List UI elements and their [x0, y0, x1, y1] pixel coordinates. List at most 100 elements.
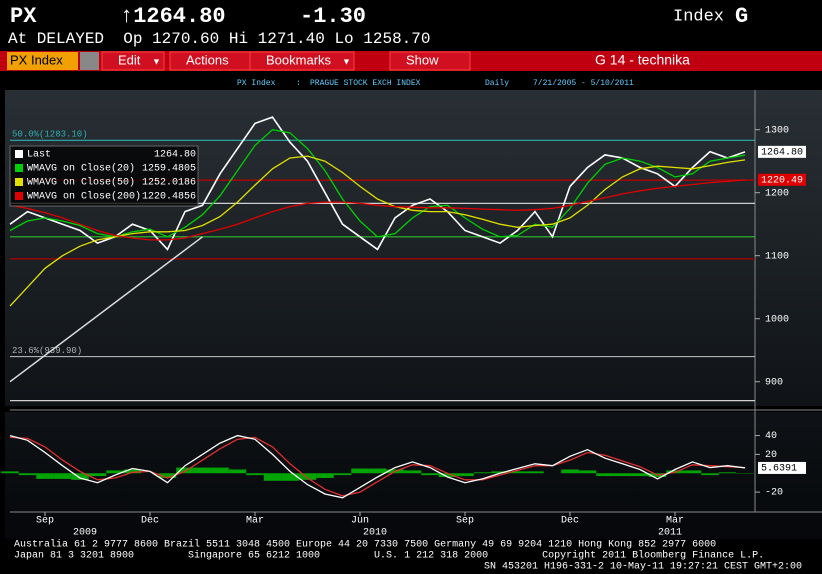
legend-value: 1259.4805: [142, 164, 196, 175]
chart-name: PRAGUE STOCK EXCH INDEX: [310, 79, 421, 88]
legend-value: 1220.4856: [142, 192, 196, 203]
histogram-bar: [631, 473, 649, 477]
trendline: [9, 236, 203, 383]
x-tick-label: Jun: [351, 516, 369, 527]
histogram-bar: [298, 473, 317, 480]
histogram-bar: [333, 473, 352, 476]
menu-item[interactable]: Bookmarks: [266, 52, 332, 67]
menu-arrow: ▼: [342, 56, 351, 66]
menu-item[interactable]: Actions: [186, 52, 229, 67]
x-tick-label: Sep: [456, 516, 474, 527]
histogram-bar: [368, 468, 387, 474]
last-value-box: [758, 145, 806, 158]
series-line: [9, 129, 746, 238]
y-tick-label: 1000: [765, 314, 789, 325]
chart-period: Daily: [485, 79, 509, 88]
histogram-bar: [211, 467, 229, 474]
legend-swatch: [15, 164, 23, 172]
last-value-label: 1220.49: [761, 175, 803, 186]
footer-line: Australia 61 2 9777 8600 Brazil 5511 304…: [14, 539, 716, 551]
series-line: [9, 434, 746, 499]
legend-name: WMAVG on Close(50): [27, 177, 135, 189]
chart-security: PX Index: [237, 79, 276, 88]
histogram-bar: [561, 469, 579, 474]
menu-item[interactable]: Edit: [118, 52, 141, 67]
histogram-bar: [508, 471, 527, 474]
legend-name: WMAVG on Close(20): [27, 163, 135, 175]
quote-line: At DELAYED Op 1270.60 Hi 1271.40 Lo 1258…: [8, 30, 430, 48]
menu-button[interactable]: [389, 51, 471, 71]
market-kind: Index: [673, 7, 724, 26]
histogram-bar: [176, 467, 194, 474]
histogram-bar: [106, 470, 124, 474]
chart-sep: :: [296, 79, 301, 88]
histogram-bar: [578, 470, 597, 474]
histogram-bar: [421, 473, 439, 476]
security-label[interactable]: PX Index: [10, 52, 63, 67]
year-label: 2010: [363, 528, 387, 539]
x-tick-label: Mar: [666, 516, 684, 527]
panel-separator: [5, 406, 822, 412]
x-tick-label: Dec: [141, 516, 159, 527]
histogram-bar: [71, 473, 89, 480]
histogram-bar: [473, 472, 492, 474]
chart-area: [5, 74, 822, 539]
level-label: 23.6%(939.90): [12, 346, 82, 356]
legend-name: Last: [27, 150, 51, 161]
series-line: [9, 155, 746, 307]
menu-button[interactable]: [249, 51, 355, 71]
year-label: 2009: [73, 528, 97, 539]
histogram-bar: [228, 469, 247, 474]
histogram-bar: [88, 473, 107, 477]
chart-header-bar: [5, 74, 822, 90]
y-tick-label: 40: [765, 431, 777, 442]
y-tick-label: 1200: [765, 188, 789, 199]
chart-range: 7/21/2005 - 5/10/2011: [533, 79, 634, 88]
menu-arrow: ▼: [152, 56, 161, 66]
histogram-bar: [351, 468, 369, 474]
function-key: G: [735, 4, 748, 29]
security-dropdown[interactable]: [80, 52, 99, 70]
histogram-bar: [1, 471, 19, 474]
histogram-bar: [613, 473, 632, 477]
level-label: 50.0%(1283.10): [12, 130, 88, 140]
security-box[interactable]: [7, 52, 78, 70]
price: ↑1264.80: [120, 4, 226, 29]
menu-item[interactable]: Show: [406, 52, 439, 67]
histogram-bar: [456, 473, 474, 477]
last-value-label: 5.6391: [761, 464, 797, 475]
histogram-bar: [36, 473, 54, 479]
legend-swatch: [15, 192, 23, 200]
legend-box: [9, 145, 199, 207]
year-label: 2011: [658, 528, 682, 539]
legend-name: WMAVG on Close(200): [27, 191, 141, 203]
menu-button[interactable]: [101, 51, 165, 71]
histogram-bar: [491, 471, 509, 474]
y-tick-label: 1300: [765, 125, 789, 136]
change: -1.30: [300, 4, 366, 29]
histogram-bar: [683, 470, 702, 474]
histogram-bar: [701, 473, 719, 476]
last-value-label: 1264.80: [761, 148, 803, 159]
histogram-bar: [193, 467, 212, 474]
page-title: G 14 - technika: [595, 52, 690, 68]
last-value-box: [758, 173, 806, 186]
histogram-bar: [281, 473, 299, 481]
legend-value: 1252.0186: [142, 178, 196, 189]
histogram-bar: [18, 473, 37, 476]
histogram-bar: [123, 469, 142, 474]
footer-line: Japan 81 3 3201 8900 Singapore 65 6212 1…: [14, 550, 764, 562]
histogram-bar: [263, 473, 282, 481]
series-line: [9, 179, 746, 241]
histogram-bar: [246, 473, 264, 476]
series-line: [9, 436, 746, 497]
y-tick-label: -20: [765, 488, 783, 499]
histogram-bar: [316, 473, 334, 478]
histogram-bar: [596, 473, 614, 477]
y-tick-label: 900: [765, 377, 783, 388]
x-tick-label: Sep: [36, 516, 54, 527]
y-tick-label: 20: [765, 450, 777, 461]
histogram-bar: [718, 472, 737, 474]
histogram-bar: [403, 470, 422, 474]
